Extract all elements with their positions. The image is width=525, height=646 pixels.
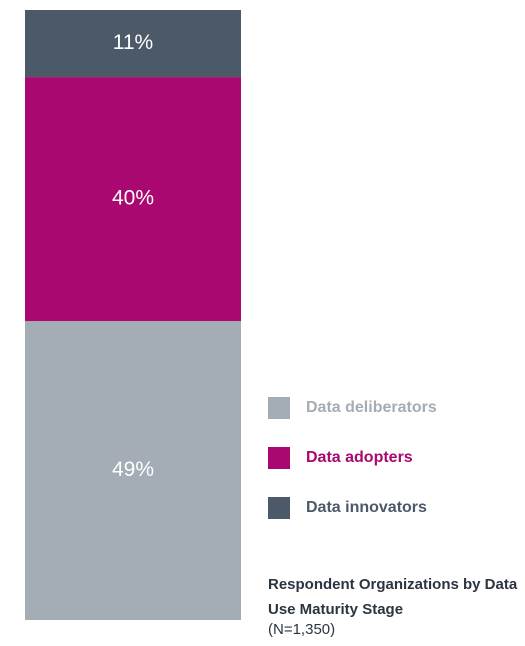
- legend-swatch: [268, 447, 290, 469]
- chart-title: Respondent Organizations by Data Use Mat…: [268, 576, 518, 618]
- bar-segment: [25, 77, 241, 322]
- legend-label: Data innovators: [306, 499, 427, 516]
- bar-segment: [25, 10, 241, 78]
- data-label: 49%: [112, 458, 154, 481]
- bar-segment: [25, 321, 241, 620]
- legend-label: Data deliberators: [306, 399, 437, 416]
- legend-label: Data adopters: [306, 449, 413, 466]
- data-label: 11%: [113, 31, 153, 54]
- legend-swatch: [268, 397, 290, 419]
- chart-subtitle: (N=1,350): [268, 621, 336, 638]
- data-label: 40%: [112, 187, 154, 210]
- legend-swatch: [268, 497, 290, 519]
